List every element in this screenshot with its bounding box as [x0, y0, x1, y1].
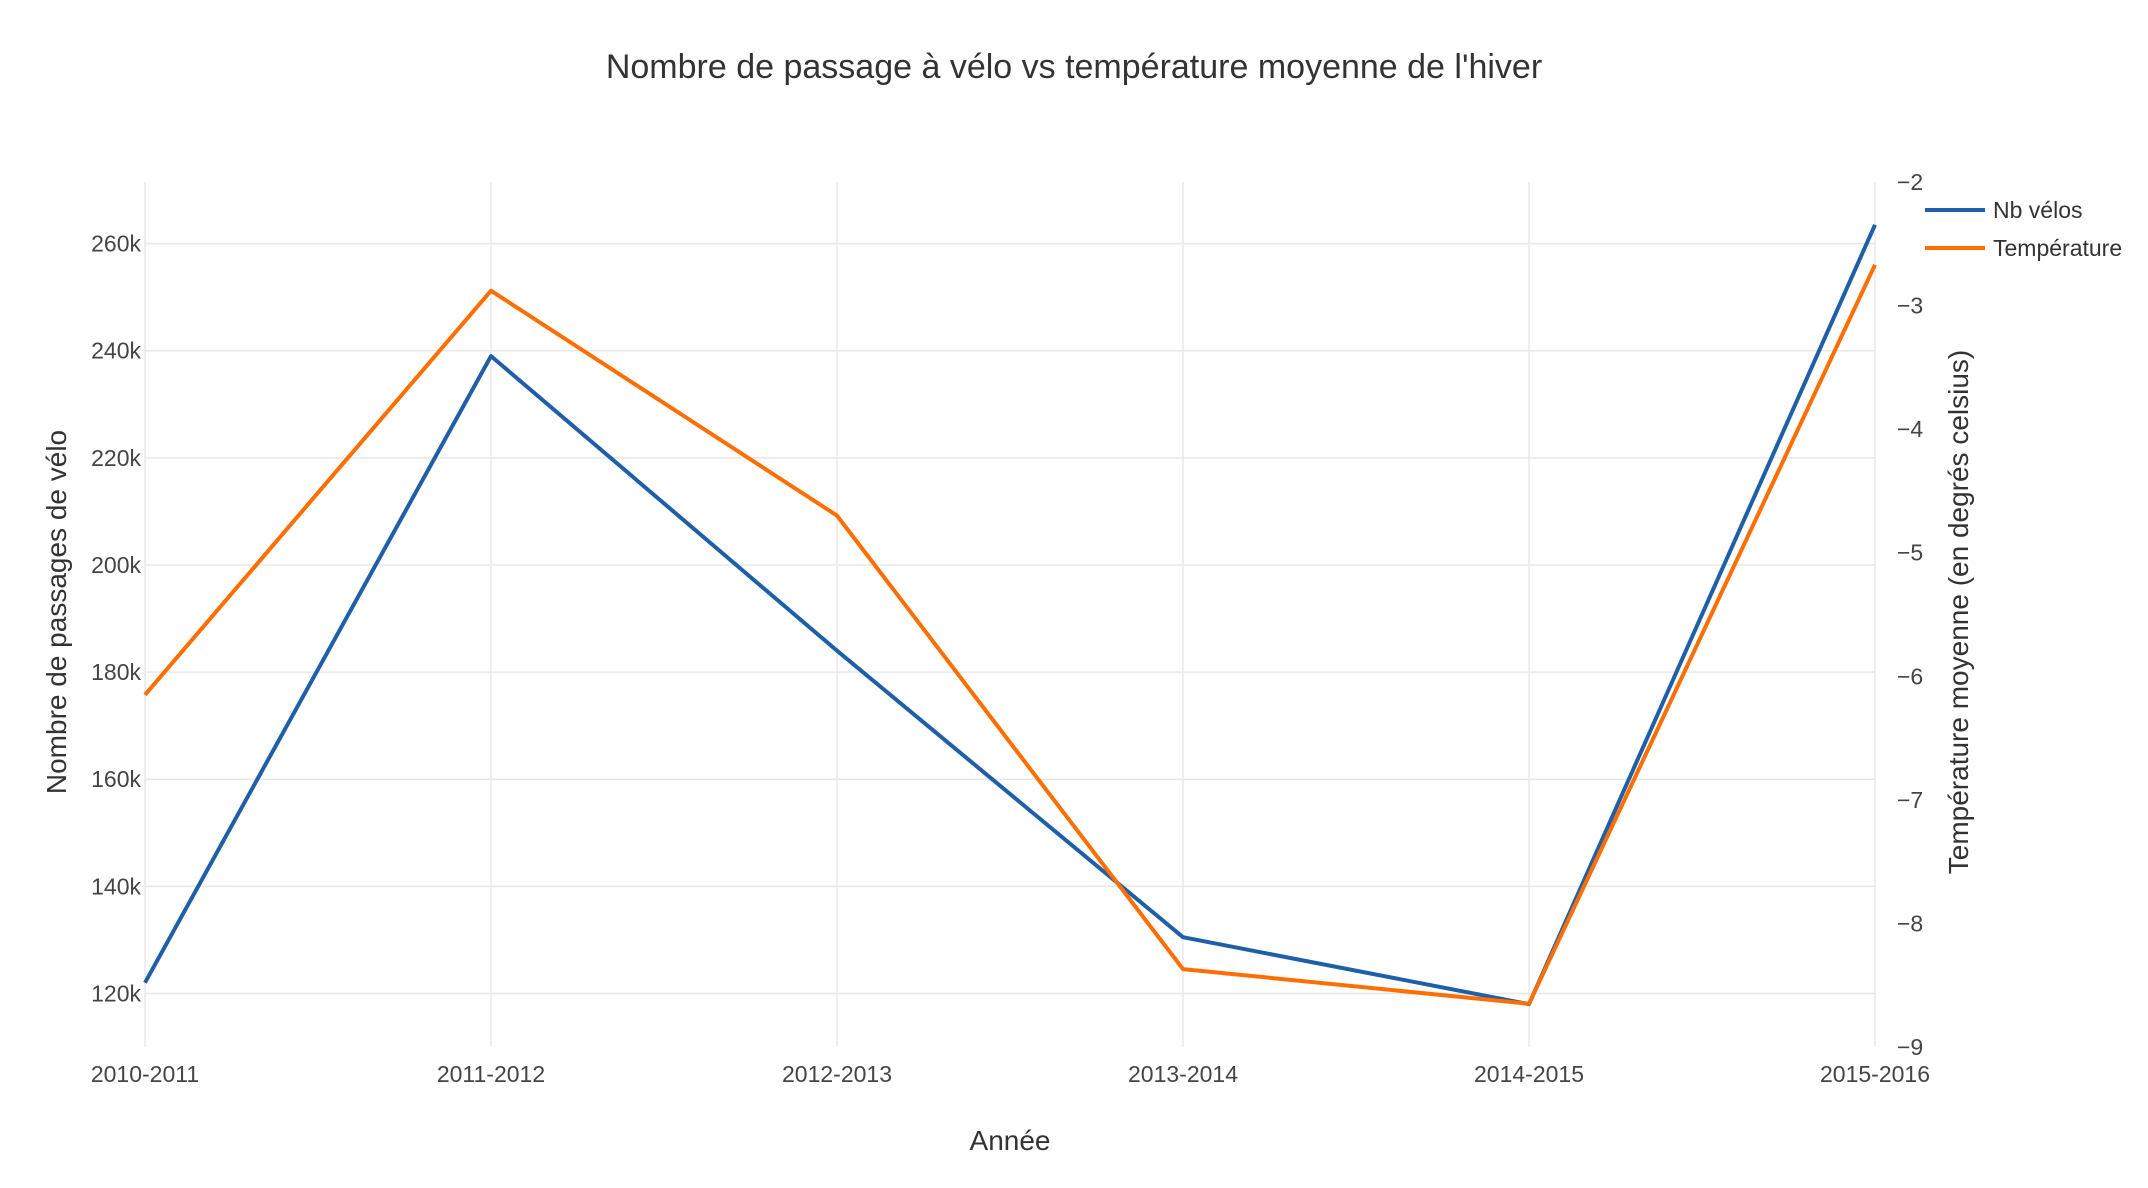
y2-tick-label: −3 — [1897, 293, 1923, 319]
x-tick-label: 2012-2013 — [782, 1061, 892, 1087]
y-tick-label: 200k — [91, 552, 141, 578]
y2-axis-ticks: −2 −3 −4 −5 −6 −7 −8 −9 — [1897, 169, 1923, 1060]
series-layer — [143, 223, 1877, 1007]
y2-tick-label: −6 — [1897, 663, 1923, 689]
y-tick-label: 220k — [91, 445, 141, 471]
x-axis-title: Année — [970, 1125, 1051, 1156]
y-tick-label: 120k — [91, 980, 141, 1006]
horizontal-gridlines — [145, 242, 1875, 995]
series-line-temperature — [143, 263, 1877, 1006]
x-axis-ticks: 2010-2011 2011-2012 2012-2013 2013-2014 2014… — [91, 1061, 1930, 1087]
y2-tick-label: −8 — [1897, 910, 1923, 936]
y2-tick-label: −5 — [1897, 540, 1923, 566]
y-tick-label: 260k — [91, 231, 141, 257]
series-line-nb-velos — [143, 223, 1877, 1007]
y2-axis-title: Température moyenne (en degrés celsius) — [1943, 350, 1974, 874]
x-tick-label: 2014-2015 — [1474, 1061, 1584, 1087]
y-axis-title: Nombre de passages de vélo — [41, 430, 72, 794]
y2-tick-label: −9 — [1897, 1034, 1923, 1060]
x-tick-label: 2010-2011 — [91, 1061, 199, 1087]
grid — [144, 182, 1876, 1047]
legend-label-nb-velos: Nb vélos — [1993, 197, 2082, 223]
x-tick-label: 2011-2012 — [437, 1061, 545, 1087]
x-tick-label: 2015-2016 — [1820, 1061, 1930, 1087]
y-axis-ticks: 120k 140k 160k 180k 200k 220k 240k 260k — [91, 231, 141, 1007]
vertical-gridlines — [144, 182, 1876, 1047]
y-tick-label: 180k — [91, 659, 141, 685]
y2-tick-label: −4 — [1897, 416, 1923, 442]
legend-label-temperature: Température — [1993, 235, 2122, 261]
y-tick-label: 160k — [91, 766, 141, 792]
legend: Nb vélos Température — [1925, 197, 2122, 261]
plot-area — [143, 223, 1877, 1007]
y2-tick-label: −7 — [1897, 787, 1923, 813]
chart-title: Nombre de passage à vélo vs température … — [606, 48, 1542, 86]
y-tick-label: 240k — [91, 338, 141, 364]
y2-tick-label: −2 — [1897, 169, 1923, 195]
x-tick-label: 2013-2014 — [1128, 1061, 1238, 1087]
y-tick-label: 140k — [91, 873, 141, 899]
